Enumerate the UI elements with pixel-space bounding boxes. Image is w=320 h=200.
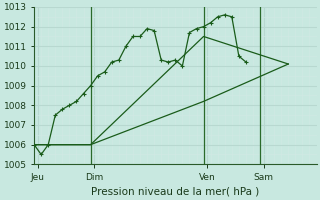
X-axis label: Pression niveau de la mer( hPa ): Pression niveau de la mer( hPa ) (91, 187, 260, 197)
